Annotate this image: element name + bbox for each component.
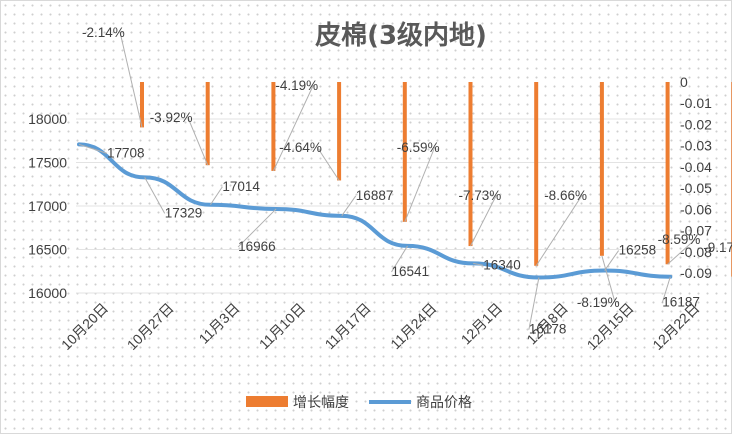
bar <box>271 82 275 171</box>
leader-line <box>605 251 619 271</box>
left-tick-label: 16000 <box>28 285 67 301</box>
leader-line <box>273 85 313 171</box>
right-tick-label: -0.06 <box>680 201 712 217</box>
leader-line <box>210 187 222 205</box>
price-data-label: 16966 <box>238 239 276 254</box>
right-tick-label: -0.05 <box>680 180 712 196</box>
left-tick-label: 18000 <box>28 111 67 127</box>
left-tick-label: 16500 <box>28 242 67 258</box>
price-data-label: 16178 <box>529 322 567 337</box>
right-tick-label: -0.01 <box>680 95 712 111</box>
x-tick-label: 10月27日 <box>124 300 177 353</box>
x-tick-label: 11月3日 <box>196 300 243 347</box>
leader-line <box>405 147 435 222</box>
left-tick-label: 17000 <box>28 198 67 214</box>
right-tick-label: -0.03 <box>680 138 712 154</box>
price-data-label: 17708 <box>107 145 145 160</box>
legend-bar-swatch <box>246 396 288 407</box>
price-data-label: 16541 <box>392 264 430 279</box>
legend-line-label: 商品价格 <box>416 395 472 411</box>
leader-line <box>145 177 165 213</box>
x-tick-label: 12月1日 <box>458 300 506 348</box>
bar <box>534 82 538 266</box>
leader-line <box>120 32 142 127</box>
bar <box>600 82 604 256</box>
x-tick-label: 11月24日 <box>387 300 439 352</box>
price-data-label: 17329 <box>165 205 203 220</box>
x-tick-label: 10月20日 <box>58 300 111 353</box>
price-data-label: 16887 <box>356 188 394 203</box>
growth-data-label: -7.73% <box>459 188 502 203</box>
legend: 增长幅度 商品价格 <box>246 395 472 411</box>
chart-title: 皮棉(3级内地) <box>315 20 487 51</box>
bar <box>469 82 473 246</box>
growth-data-label: -2.14% <box>82 25 125 40</box>
price-data-label: 17014 <box>222 179 260 194</box>
bar <box>206 82 210 165</box>
right-tick-label: -0.09 <box>680 265 712 281</box>
x-tick-label: 11月10日 <box>256 300 308 352</box>
right-tick-label: 0 <box>680 74 688 90</box>
growth-data-label: -3.92% <box>150 110 193 125</box>
growth-data-label: -6.59% <box>397 140 440 155</box>
growth-data-label: -9.17% <box>703 240 732 255</box>
left-tick-label: 17500 <box>28 155 67 171</box>
price-data-label: 16187 <box>662 295 700 310</box>
right-tick-label: -0.02 <box>680 116 712 132</box>
growth-data-label: -4.64% <box>279 140 322 155</box>
left-axis-ticks: 16000 16500 17000 17500 18000 <box>28 111 67 301</box>
legend-bar-label: 增长幅度 <box>293 395 349 411</box>
price-data-label: 16258 <box>619 243 657 258</box>
growth-data-label: -4.19% <box>275 78 318 93</box>
growth-data-label: -8.66% <box>544 188 587 203</box>
price-data-label: 16340 <box>483 257 521 272</box>
x-tick-label: 11月17日 <box>322 300 374 352</box>
growth-data-label: -8.19% <box>577 295 620 310</box>
right-tick-label: -0.04 <box>680 159 712 175</box>
growth-data-label: -8.59% <box>658 232 701 247</box>
bar <box>337 82 341 180</box>
